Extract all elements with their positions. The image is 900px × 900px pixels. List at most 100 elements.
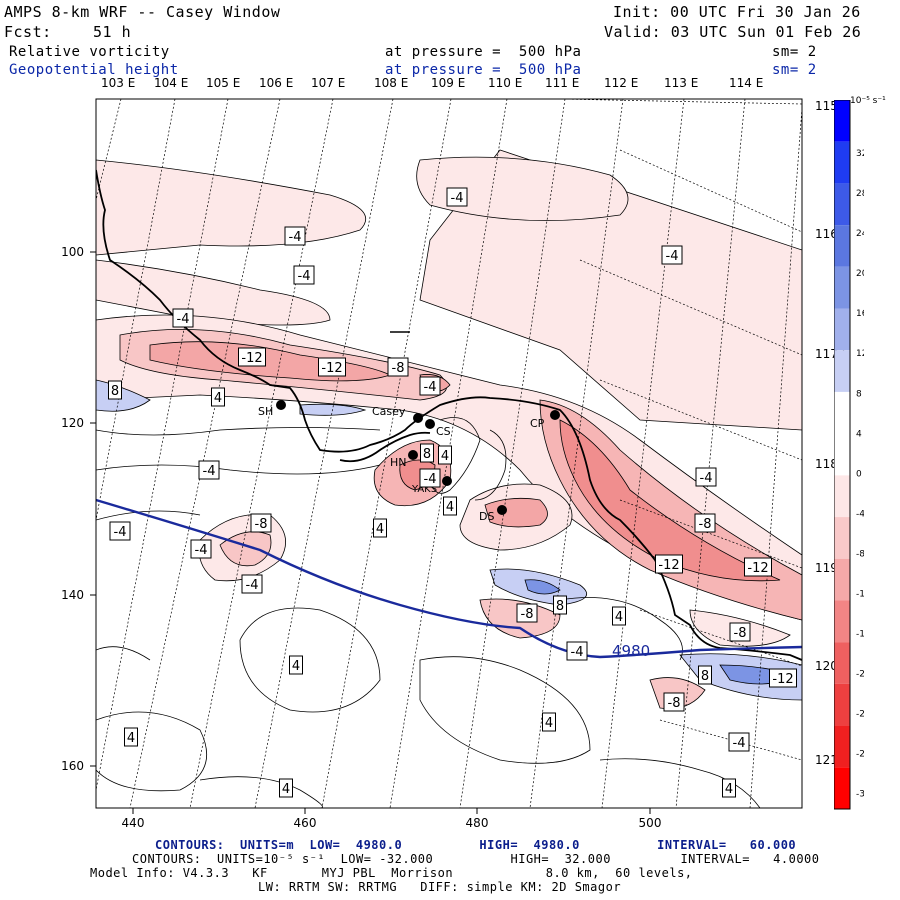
contour-label: 4 (722, 778, 736, 798)
svg-text:8: 8 (111, 384, 119, 399)
forecast-hour: 51 h (93, 23, 132, 41)
svg-text:-12: -12 (658, 558, 679, 573)
svg-text:-4: -4 (289, 230, 302, 245)
contour-label: -12 (769, 668, 797, 688)
colorbar-level: 4 (856, 429, 862, 439)
colorbar-level: -8 (856, 549, 864, 559)
svg-text:-4: -4 (666, 249, 679, 264)
contour-label: 4 (443, 496, 457, 516)
contour-label: 4 (289, 655, 303, 675)
colorbar-swatch (834, 725, 850, 768)
stations: SH Casey CS CP HN YAKS DS (258, 400, 560, 523)
map-frame (95, 98, 803, 809)
lon-label: 111 E (545, 76, 580, 90)
lon-label: 104 E (154, 76, 189, 90)
contour-label: -4 (198, 460, 220, 480)
svg-text:4: 4 (127, 731, 135, 746)
svg-text:-4: -4 (700, 471, 713, 486)
contour-label: -8 (387, 357, 409, 377)
field1-name: Relative vorticity (9, 44, 170, 60)
svg-text:4: 4 (282, 782, 290, 797)
contour-label: -12 (238, 347, 266, 367)
station-marker (425, 419, 435, 429)
field1-level: at pressure = 500 hPa (385, 44, 582, 60)
colorbar-swatch (834, 391, 850, 434)
footer-vorticity-contours: CONTOURS: UNITS=10⁻⁵ s⁻¹ LOW= -32.000 HI… (132, 852, 820, 866)
colorbar-level: 28 (856, 189, 864, 199)
grid-axis-labels: 440 460 480 500 100 120 140 160 (61, 245, 661, 830)
station-label: CP (530, 417, 545, 430)
contour-label: -4 (284, 226, 306, 246)
contour-label: 4 (373, 518, 387, 538)
contour-label: 4 (438, 445, 452, 465)
geopotential-contour (96, 498, 802, 659)
lon-label: 114 E (729, 76, 764, 90)
station-marker (276, 400, 286, 410)
vorticity-shading (96, 149, 802, 709)
svg-text:-4: -4 (424, 472, 437, 487)
contour-label: -4 (728, 732, 750, 752)
colorbar-swatch (834, 433, 850, 476)
colorbar-swatch (834, 100, 850, 142)
svg-text:4: 4 (615, 610, 623, 625)
svg-text:-4: -4 (195, 543, 208, 558)
svg-text:4: 4 (441, 449, 449, 464)
contour-label: 4 (211, 387, 225, 407)
svg-text:-12: -12 (747, 561, 768, 576)
colorbar-labels: 32 28 24 20 16 12 8 4 0 -4 -8 -12 -16 -20 -24 -28 -32 (856, 149, 864, 800)
contour-label: -4 (419, 376, 441, 396)
colorbar-level: -20 (856, 670, 864, 680)
colorbar-swatch (834, 767, 850, 809)
field2-level: at pressure = 500 hPa (385, 62, 582, 78)
forecast-label: Fcst: (4, 23, 52, 41)
footer-height-contours: CONTOURS: UNITS=m LOW= 4980.0 HIGH= 4980… (155, 838, 797, 852)
field2-name: Geopotential height (9, 62, 179, 78)
station-marker (497, 505, 507, 515)
lon-label: 110 E (488, 76, 523, 90)
colorbar-swatch (834, 141, 850, 184)
lon-label: 103 E (101, 76, 136, 90)
colorbar-level: 20 (856, 269, 864, 279)
colorbar-swatch (834, 517, 850, 559)
contour-labels: -4-4-4-4-4-12-12 -88 4-4-484-8-4-44-4-8-12… (108, 187, 797, 798)
station-label: HN (390, 456, 407, 469)
colorbar-swatch (834, 558, 850, 601)
contour-label: 8 (698, 665, 712, 685)
colorbar: 32 28 24 20 16 12 8 4 0 -4 -8 -12 -16 -20 -24 -28 -32 (834, 100, 864, 810)
contour-label: -12 (744, 557, 772, 577)
station-label: DS (479, 510, 494, 523)
x-tick-label: 460 (294, 816, 317, 830)
positive-contours (96, 417, 761, 808)
colorbar-swatches (834, 100, 850, 809)
contour-label: 8 (108, 380, 122, 400)
colorbar-swatch (834, 225, 850, 267)
contour-label: -4 (446, 187, 468, 207)
contour-label: -8 (516, 603, 538, 623)
svg-text:-12: -12 (241, 351, 262, 366)
svg-text:8: 8 (701, 669, 709, 684)
lon-label: 112 E (604, 76, 639, 90)
colorbar-level: -16 (856, 629, 864, 639)
lon-label: 106 E (259, 76, 294, 90)
svg-text:-12: -12 (321, 361, 342, 376)
colorbar-swatch (834, 642, 850, 684)
svg-text:-8: -8 (392, 361, 405, 376)
contour-label: -4 (661, 245, 683, 265)
svg-text:4: 4 (376, 522, 384, 537)
y-tick-label: 100 (61, 245, 84, 259)
svg-text:4: 4 (725, 782, 733, 797)
init-time: Init: 00 UTC Fri 30 Jan 26 (613, 3, 861, 21)
colorbar-level: 32 (856, 149, 864, 159)
lon-label: 108 E (374, 76, 409, 90)
axis-ticks (90, 251, 651, 814)
svg-text:-4: -4 (733, 736, 746, 751)
contour-label: -12 (318, 357, 346, 377)
svg-text:8: 8 (423, 447, 431, 462)
contour-label: -4 (419, 468, 441, 488)
svg-text:-4: -4 (203, 464, 216, 479)
svg-text:8: 8 (556, 599, 564, 614)
contour-label: -12 (655, 554, 683, 574)
colorbar-swatch (834, 600, 850, 643)
lon-label: 107 E (311, 76, 346, 90)
